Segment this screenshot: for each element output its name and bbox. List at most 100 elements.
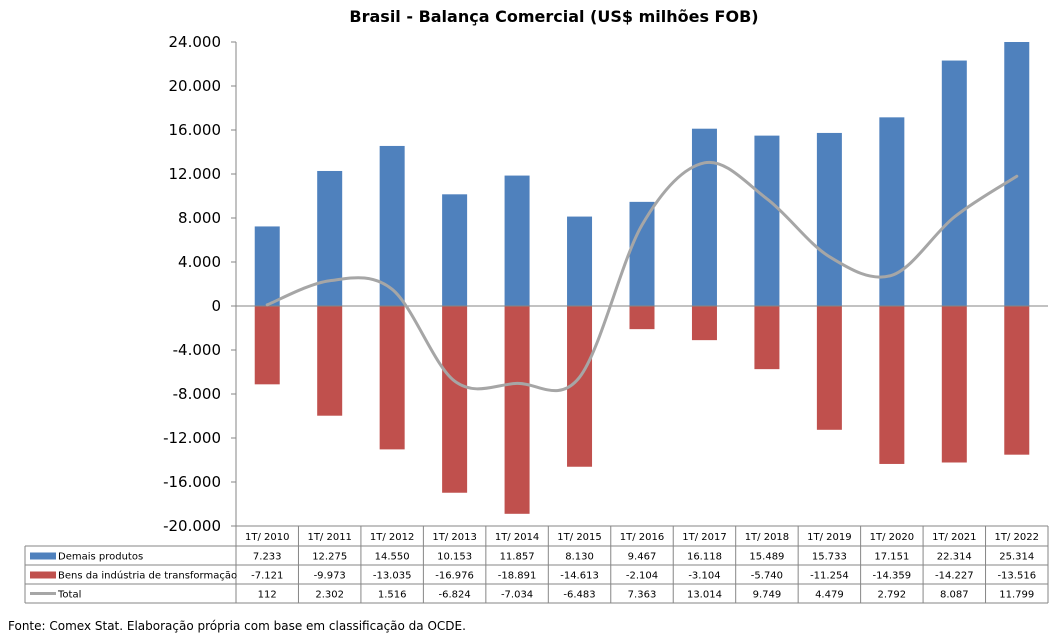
y-tick-label: -20.000 xyxy=(163,517,221,535)
bar-bens-industria-10 xyxy=(879,306,905,464)
table-cell: 13.014 xyxy=(687,590,722,601)
source-note: Fonte: Comex Stat. Elaboração própria co… xyxy=(8,619,466,633)
table-header-cell: 1T/ 2017 xyxy=(682,532,726,543)
table-cell: 1.516 xyxy=(378,590,407,601)
bar-bens-industria-9 xyxy=(816,306,842,430)
table-cell: 8.087 xyxy=(940,590,969,601)
table-cell: -14.613 xyxy=(560,571,599,582)
table-cell: -3.104 xyxy=(688,571,720,582)
table-cell: 9.467 xyxy=(628,552,657,563)
bar-demais-produtos-1 xyxy=(317,170,343,306)
bar-demais-produtos-2 xyxy=(379,145,405,306)
y-tick-label: 8.000 xyxy=(178,209,221,227)
bar-demais-produtos-3 xyxy=(442,194,468,306)
table-cell: -5.740 xyxy=(751,571,783,582)
table-header-cell: 1T/ 2021 xyxy=(932,532,976,543)
bar-demais-produtos-4 xyxy=(504,175,530,306)
bar-demais-produtos-0 xyxy=(254,226,280,306)
table-cell: -9.973 xyxy=(314,571,346,582)
table-header-cell: 1T/ 2016 xyxy=(620,532,664,543)
table-header-cell: 1T/ 2014 xyxy=(495,532,539,543)
table-header-cell: 1T/ 2012 xyxy=(370,532,414,543)
bar-bens-industria-2 xyxy=(379,306,405,450)
table-cell: -16.976 xyxy=(435,571,474,582)
table-cell: -18.891 xyxy=(498,571,537,582)
y-tick-label: 24.000 xyxy=(169,33,222,51)
bar-demais-produtos-7 xyxy=(691,128,717,306)
total-line-path xyxy=(265,160,1019,393)
table-cell: 11.799 xyxy=(999,590,1034,601)
table-cell: 15.733 xyxy=(812,552,847,563)
table-cell: 10.153 xyxy=(437,552,472,563)
y-tick-label: 4.000 xyxy=(178,253,221,271)
y-tick-label: 0 xyxy=(211,297,221,315)
table-cell: 15.489 xyxy=(749,552,784,563)
table-cell: 9.749 xyxy=(753,590,782,601)
table-cell: 11.857 xyxy=(500,552,535,563)
table-cell: -11.254 xyxy=(810,571,849,582)
table-cell: 12.275 xyxy=(312,552,347,563)
bar-demais-produtos-12 xyxy=(1004,42,1030,306)
legend-label-0: Demais produtos xyxy=(58,552,143,563)
chart-title: Brasil - Balança Comercial (US$ milhões … xyxy=(349,7,758,26)
y-tick-label: 12.000 xyxy=(169,165,222,183)
table-header-cell: 1T/ 2010 xyxy=(245,532,289,543)
table-cell: -14.227 xyxy=(935,571,974,582)
legend-label-1: Bens da indústria de transformação xyxy=(58,570,237,582)
table-header-cell: 1T/ 2020 xyxy=(870,532,914,543)
bar-demais-produtos-6 xyxy=(629,201,655,306)
bar-bens-industria-3 xyxy=(442,306,468,493)
bar-demais-produtos-5 xyxy=(567,216,593,306)
bar-demais-produtos-11 xyxy=(941,60,967,306)
table-header-cell: 1T/ 2015 xyxy=(557,532,601,543)
bar-demais-produtos-8 xyxy=(754,135,780,306)
total-line xyxy=(265,160,1019,393)
table-cell: -7.034 xyxy=(501,590,533,601)
y-tick-label: -4.000 xyxy=(173,341,221,359)
table-cell: -7.121 xyxy=(251,571,283,582)
table-cell: 16.118 xyxy=(687,552,722,563)
table-header-cell: 1T/ 2018 xyxy=(745,532,789,543)
table-header-cell: 1T/ 2011 xyxy=(307,532,351,543)
table-cell: -6.483 xyxy=(563,590,595,601)
table-cell: -6.824 xyxy=(438,590,470,601)
bar-bens-industria-4 xyxy=(504,306,530,514)
table-header-cell: 1T/ 2022 xyxy=(995,532,1039,543)
table-cell: 25.314 xyxy=(999,552,1034,563)
data-table: 1T/ 2010 1T/ 2011 1T/ 2012 1T/ 2013 1T/ 2014… xyxy=(24,525,1049,604)
table-cell: 17.151 xyxy=(874,552,909,563)
bar-bens-industria-8 xyxy=(754,306,780,370)
table-cell: 7.363 xyxy=(628,590,657,601)
table-header-cell: 1T/ 2019 xyxy=(807,532,851,543)
y-tick-label: 20.000 xyxy=(169,77,222,95)
table-cell: -13.516 xyxy=(997,571,1036,582)
table-cell: 2.302 xyxy=(315,590,344,601)
table-cell: -2.104 xyxy=(626,571,658,582)
table-cell: 4.479 xyxy=(815,590,844,601)
bar-bens-industria-7 xyxy=(691,306,717,341)
legend-label-2: Total xyxy=(57,590,81,601)
bar-bens-industria-1 xyxy=(317,306,343,416)
bar-bens-industria-0 xyxy=(254,306,280,385)
y-tick-label: -16.000 xyxy=(163,473,221,491)
bar-demais-produtos-9 xyxy=(816,132,842,306)
y-axis: 24.000 20.000 16.000 12.000 8.000 4.000 0 -4.00… xyxy=(163,33,237,535)
table-cell: -14.359 xyxy=(873,571,912,582)
y-tick-label: -8.000 xyxy=(173,385,221,403)
y-tick-label: 16.000 xyxy=(169,121,222,139)
table-cell: 22.314 xyxy=(937,552,972,563)
table-cell: 112 xyxy=(258,590,277,601)
bar-bens-industria-6 xyxy=(629,306,655,330)
bar-bens-industria-12 xyxy=(1004,306,1030,455)
table-cell: -13.035 xyxy=(373,571,412,582)
table-cell: 7.233 xyxy=(253,552,282,563)
y-tick-label: -12.000 xyxy=(163,429,221,447)
legend-key-0 xyxy=(30,552,56,560)
table-cell: 8.130 xyxy=(565,552,594,563)
legend-key-1 xyxy=(30,571,56,579)
table-cell: 14.550 xyxy=(375,552,410,563)
table-cell: 2.792 xyxy=(878,590,907,601)
bar-bens-industria-11 xyxy=(941,306,967,463)
table-header-cell: 1T/ 2013 xyxy=(432,532,476,543)
